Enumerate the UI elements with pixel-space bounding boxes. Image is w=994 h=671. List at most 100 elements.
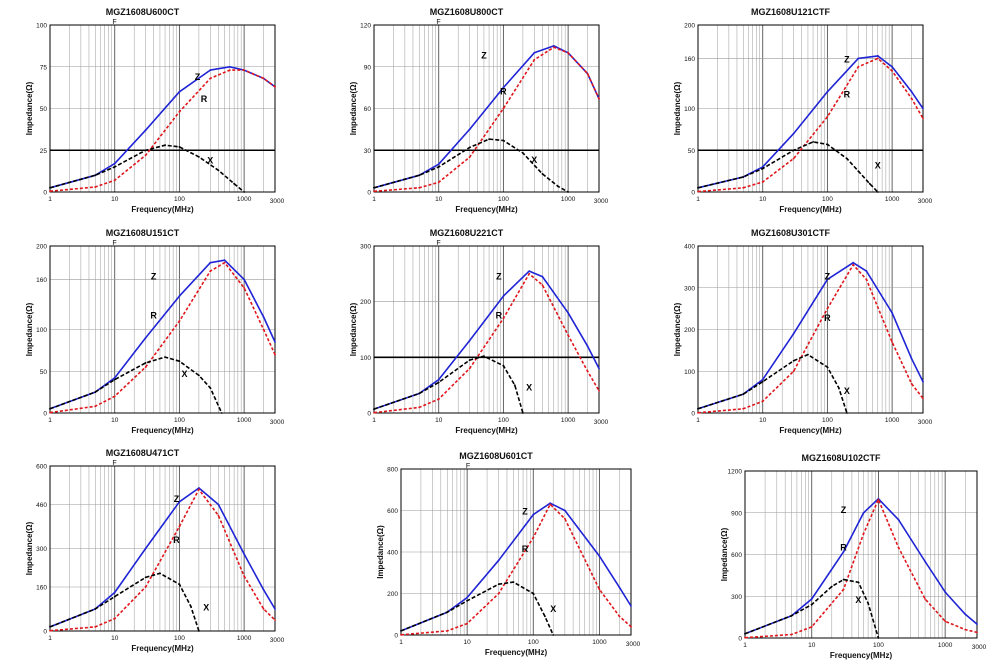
series-x-point bbox=[790, 614, 793, 617]
y-tick-label: 600 bbox=[387, 508, 398, 515]
series-z-point bbox=[976, 623, 978, 625]
series-z-point bbox=[178, 295, 181, 297]
series-z-point bbox=[468, 339, 471, 342]
series-r-point bbox=[468, 156, 471, 159]
series-x-point bbox=[877, 637, 880, 639]
series-x-point bbox=[94, 391, 97, 393]
series-x-point bbox=[217, 169, 220, 172]
y-tick-label: 100 bbox=[36, 23, 47, 30]
series-r-point bbox=[552, 46, 555, 49]
y-tick-label: 0 bbox=[43, 190, 47, 197]
chart-title: MGZ1608U151CT bbox=[106, 228, 180, 238]
series-r-point bbox=[910, 382, 913, 385]
x-tick-label: 1 bbox=[48, 196, 52, 203]
y-tick-label: 400 bbox=[684, 244, 695, 251]
y-axis-label: Impedance(Ω) bbox=[673, 81, 682, 135]
y-tick-label: 200 bbox=[684, 327, 695, 334]
series-x-point bbox=[544, 615, 546, 618]
series-r-point bbox=[497, 592, 500, 595]
series-x-point bbox=[49, 407, 51, 410]
series-x-point bbox=[807, 353, 809, 356]
series-x-line bbox=[744, 578, 880, 639]
series-z-point bbox=[944, 591, 947, 593]
series-r-point bbox=[891, 341, 893, 343]
series-r-point bbox=[792, 370, 795, 373]
curve-label: X bbox=[531, 155, 537, 165]
series-r-point bbox=[922, 117, 924, 120]
series-r-point bbox=[262, 328, 265, 331]
x-tick-label: 1000 bbox=[237, 635, 252, 642]
x-axis-label: Frequency(MHz) bbox=[131, 644, 194, 653]
series-r-point bbox=[528, 272, 531, 275]
series-r-point bbox=[976, 631, 978, 634]
impedance-chart: Z R X MGZ1608U151CT F 0 50 100 160 200 1 10 100 1000 3… bbox=[25, 228, 285, 435]
series-r-point bbox=[437, 398, 440, 400]
curve-label: Z bbox=[195, 72, 201, 82]
series-z-point bbox=[532, 513, 535, 516]
series-r-point bbox=[944, 620, 947, 623]
series-r-point bbox=[826, 115, 829, 118]
plot-frame bbox=[373, 245, 600, 414]
series-r-point bbox=[862, 532, 865, 535]
x-tick-label: 10 bbox=[111, 196, 119, 203]
series-r-point bbox=[274, 353, 276, 356]
series-r-point bbox=[964, 628, 967, 631]
series-x-point bbox=[697, 186, 699, 189]
impedance-chart: Z R X MGZ1608U600CT F 0 25 50 75 100 1 10 100 1000 300… bbox=[25, 7, 285, 214]
series-x-point bbox=[466, 599, 468, 602]
series-r-point bbox=[262, 77, 265, 80]
series-x-point bbox=[159, 572, 161, 575]
series-x-point bbox=[144, 149, 147, 152]
series-r-point bbox=[826, 307, 829, 310]
series-x-point bbox=[742, 393, 745, 396]
x-tick-label: 100 bbox=[174, 417, 185, 424]
y-tick-label: 200 bbox=[360, 299, 371, 306]
series-x-point bbox=[541, 173, 544, 175]
series-x-point bbox=[857, 170, 860, 173]
series-z-point bbox=[178, 500, 181, 503]
x-tick-label: 1000 bbox=[938, 642, 953, 649]
series-x-point bbox=[198, 156, 200, 158]
series-r-point bbox=[742, 407, 745, 410]
curve-label: Z bbox=[522, 507, 528, 517]
y-tick-label: 100 bbox=[684, 369, 695, 376]
series-x-point bbox=[826, 366, 829, 368]
y-tick-label: 50 bbox=[40, 106, 48, 113]
curve-label: X bbox=[526, 383, 532, 393]
y-tick-label: 300 bbox=[36, 546, 47, 553]
series-z-point bbox=[223, 259, 226, 262]
series-z-point bbox=[891, 311, 893, 314]
y-tick-label: 100 bbox=[360, 355, 371, 362]
y-tick-label: 160 bbox=[36, 277, 47, 284]
x-tick-label: 3000 bbox=[270, 637, 285, 644]
x-axis-label: Frequency(MHz) bbox=[779, 205, 842, 214]
y-tick-label: 600 bbox=[36, 464, 47, 471]
series-z-point bbox=[178, 90, 181, 93]
series-x-point bbox=[437, 381, 440, 384]
series-x-point bbox=[198, 374, 200, 377]
series-z-point bbox=[468, 128, 471, 131]
chart-title: MGZ1608U601CT bbox=[459, 451, 533, 461]
x-tick-label: 3000 bbox=[270, 198, 285, 205]
series-r-point bbox=[842, 588, 845, 591]
series-r-line bbox=[697, 57, 924, 193]
series-x-point bbox=[446, 611, 449, 614]
series-x-point bbox=[846, 412, 848, 414]
series-r-line bbox=[697, 264, 924, 414]
series-x-point bbox=[178, 360, 181, 363]
plot-frame bbox=[697, 245, 924, 414]
series-x-point bbox=[94, 174, 97, 177]
series-x-point bbox=[113, 595, 116, 598]
series-r-point bbox=[209, 270, 212, 272]
chart-title: MGZ1608U800CT bbox=[430, 7, 504, 17]
series-z-point bbox=[826, 90, 829, 93]
x-tick-label: 1 bbox=[696, 196, 700, 203]
x-tick-label: 100 bbox=[873, 642, 884, 649]
series-r-point bbox=[274, 85, 276, 88]
y-tick-label: 300 bbox=[684, 285, 695, 292]
series-r-point bbox=[586, 72, 589, 75]
x-tick-label: 1000 bbox=[592, 639, 607, 646]
impedance-chart: Z R X MGZ1608U102CTF 0 300 600 900 1200 1 10 100 100… bbox=[720, 453, 987, 660]
y-tick-label: 400 bbox=[387, 550, 398, 557]
x-tick-label: 3000 bbox=[594, 419, 609, 426]
